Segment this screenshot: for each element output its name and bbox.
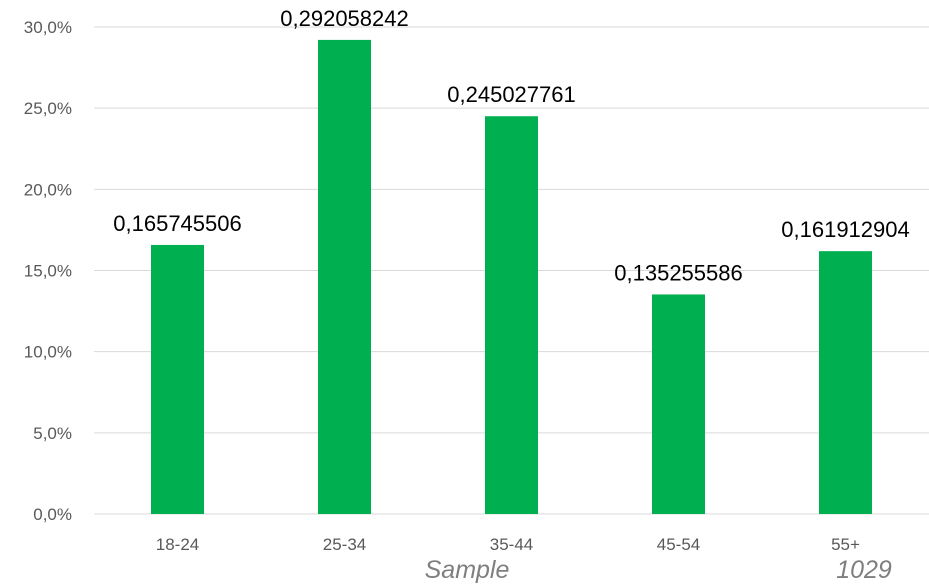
y-tick-label: 15,0% (24, 262, 72, 281)
x-tick-label: 18-24 (156, 535, 199, 554)
bar-55+ (819, 251, 872, 515)
x-tick-label: 45-54 (657, 535, 700, 554)
bar-45-54 (652, 294, 705, 514)
data-labels: 0,165745506 0,292058242 0,245027761 0,13525… (113, 6, 909, 286)
y-tick-label: 5,0% (33, 424, 72, 443)
y-tick-label: 20,0% (24, 180, 72, 199)
data-label: 0,292058242 (280, 6, 408, 31)
y-tick-label: 30,0% (24, 18, 72, 37)
y-tick-label: 25,0% (24, 99, 72, 118)
x-tick-label: 25-34 (323, 535, 366, 554)
y-axis: 0,0% 5,0% 10,0% 15,0% 20,0% 25,0% 30,0% (24, 18, 72, 524)
bars (151, 39, 872, 515)
x-axis: 18-24 25-34 35-44 45-54 55+ (156, 535, 860, 554)
data-label: 0,135255586 (614, 260, 742, 285)
bar-25-34 (318, 39, 371, 514)
bar-35-44 (485, 116, 538, 514)
x-tick-label: 35-44 (490, 535, 533, 554)
data-label: 0,165745506 (113, 211, 241, 236)
x-tick-label: 55+ (831, 535, 860, 554)
y-tick-label: 10,0% (24, 343, 72, 362)
bar-18-24 (151, 244, 204, 514)
data-label: 0,245027761 (447, 82, 575, 107)
data-label: 0,161912904 (781, 217, 909, 242)
sample-size-annotation: 1029 (836, 556, 892, 584)
sample-annotation: Sample (425, 556, 510, 584)
y-tick-label: 0,0% (33, 505, 72, 524)
